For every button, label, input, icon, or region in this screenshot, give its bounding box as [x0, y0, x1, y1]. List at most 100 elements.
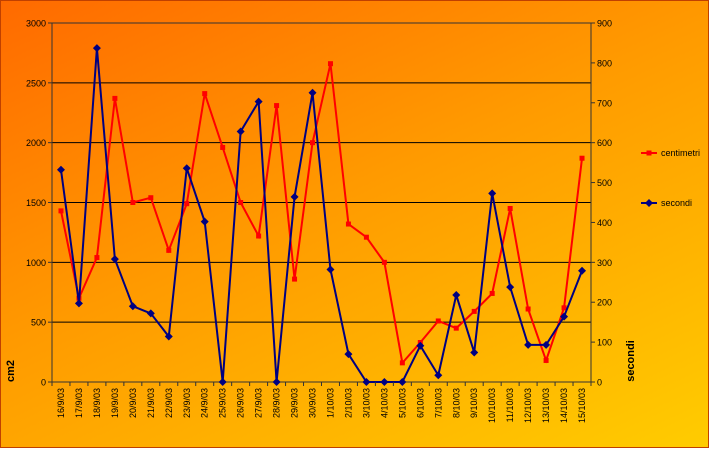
x-tick-label: 29/9/03	[290, 388, 300, 418]
data-point-secondi	[380, 378, 389, 386]
data-point-centimetri	[310, 140, 316, 146]
y2-tick-label: 900	[597, 19, 612, 29]
y-axis-title: cm2	[5, 360, 17, 382]
data-point-secondi	[560, 312, 569, 321]
x-tick-label: 9/10/03	[469, 388, 479, 418]
x-tick-label: 21/9/03	[146, 388, 156, 418]
data-point-centimetri	[292, 276, 298, 282]
data-point-secondi	[146, 309, 155, 318]
x-tick-label: 23/9/03	[182, 388, 192, 418]
data-point-centimetri	[256, 233, 262, 239]
y2-tick-label: 700	[597, 98, 612, 108]
y-tick-label: 1500	[26, 198, 46, 208]
legend-marker	[645, 199, 653, 207]
data-point-centimetri	[166, 247, 172, 253]
data-point-centimetri	[130, 200, 136, 205]
y2-tick-label: 600	[597, 138, 612, 148]
data-point-secondi	[434, 371, 443, 380]
y2-axis-title: secondi	[625, 340, 637, 382]
y-tick-label: 2500	[26, 78, 46, 88]
data-point-secondi	[506, 283, 515, 292]
y2-tick-label: 100	[597, 338, 612, 348]
x-tick-label: 25/9/03	[218, 388, 228, 418]
x-tick-label: 17/9/03	[74, 388, 84, 418]
data-point-centimetri	[507, 205, 513, 211]
data-point-secondi	[110, 255, 119, 264]
y-tick-label: 3000	[26, 19, 46, 29]
data-point-centimetri	[94, 255, 100, 261]
y2-tick-label: 800	[597, 58, 612, 68]
x-tick-label: 10/10/03	[487, 388, 497, 423]
data-point-centimetri	[148, 195, 154, 201]
data-point-centimetri	[579, 155, 585, 161]
data-point-secondi	[164, 332, 173, 341]
data-point-secondi	[74, 299, 83, 308]
axes: 0 500 1000 1500 2000 2500 3000 0 100 200 300 400 500…	[26, 19, 612, 424]
x-tick-label: 18/9/03	[92, 388, 102, 418]
x-tick-label: 20/9/03	[128, 388, 138, 418]
data-point-secondi	[200, 217, 209, 226]
data-point-centimetri	[327, 61, 333, 67]
x-tick-label: 1/10/03	[325, 388, 335, 418]
x-tick-label: 16/9/03	[56, 388, 66, 418]
data-point-centimetri	[274, 103, 280, 109]
x-tick-label: 26/9/03	[236, 388, 246, 418]
data-point-secondi	[344, 350, 353, 359]
y2-tick-label: 500	[597, 178, 612, 188]
data-point-secondi	[218, 378, 227, 386]
legend-label-secondi: secondi	[661, 198, 692, 208]
data-point-centimetri	[238, 200, 244, 205]
data-point-secondi	[92, 44, 101, 53]
data-point-secondi	[416, 341, 425, 350]
y2-tick-label: 400	[597, 218, 612, 228]
data-point-centimetri	[202, 91, 208, 97]
data-point-centimetri	[489, 290, 495, 296]
series-lines	[56, 44, 587, 386]
y-tick-label: 1000	[26, 258, 46, 268]
y2-tick-label: 200	[597, 298, 612, 308]
data-point-secondi	[308, 88, 317, 97]
data-point-secondi	[362, 378, 371, 386]
x-tick-label: 5/10/03	[397, 388, 407, 418]
series-line-centimetri	[60, 63, 584, 366]
x-tick-label: 7/10/03	[433, 388, 443, 418]
x-tick-label: 4/10/03	[379, 388, 389, 418]
x-tick-label: 27/9/03	[254, 388, 264, 418]
data-point-secondi	[578, 266, 587, 275]
x-tick-label: 11/10/03	[505, 388, 515, 422]
y-tick-label: 0	[41, 378, 46, 388]
x-tick-label: 8/10/03	[451, 388, 461, 418]
x-tick-label: 12/10/03	[523, 388, 533, 423]
y-tick-label: 2000	[26, 138, 46, 148]
data-point-centimetri	[453, 325, 459, 331]
data-point-secondi	[524, 340, 533, 349]
data-point-secondi	[488, 189, 497, 198]
data-point-centimetri	[58, 208, 64, 214]
data-point-centimetri	[184, 201, 190, 207]
data-point-centimetri	[561, 305, 567, 311]
data-point-centimetri	[220, 144, 226, 150]
data-point-secondi	[542, 340, 551, 349]
gridlines	[52, 82, 591, 323]
legend-marker	[646, 150, 652, 156]
x-tick-label: 14/10/03	[559, 388, 569, 423]
data-point-secondi	[182, 164, 191, 173]
y2-tick-label: 300	[597, 258, 612, 268]
legend-label-centimetri: centimetri	[661, 148, 700, 158]
data-point-centimetri	[471, 308, 477, 314]
data-point-secondi	[56, 165, 65, 174]
data-point-secondi	[236, 127, 245, 136]
x-tick-label: 13/10/03	[541, 388, 551, 423]
x-tick-label: 30/9/03	[308, 388, 318, 418]
series-line-secondi	[59, 48, 583, 383]
x-tick-label: 22/9/03	[164, 388, 174, 418]
data-point-secondi	[452, 291, 461, 300]
data-point-secondi	[128, 302, 137, 311]
x-tick-label: 15/10/03	[577, 388, 587, 423]
data-point-secondi	[254, 97, 263, 106]
data-point-secondi	[398, 378, 407, 386]
data-point-centimetri	[381, 259, 387, 265]
y-tick-label: 500	[31, 318, 46, 328]
